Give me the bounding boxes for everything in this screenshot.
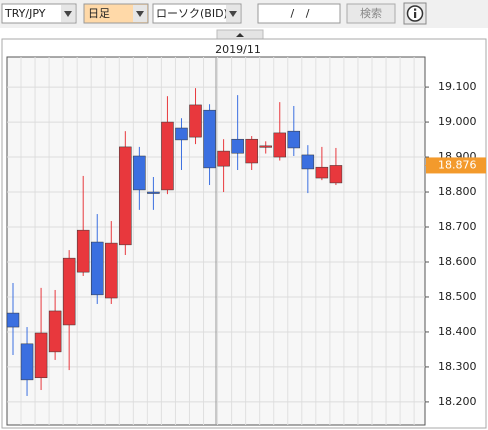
current-price-label: 18.876 — [438, 158, 477, 171]
date-text: / / — [291, 7, 310, 20]
candle-body — [175, 127, 188, 141]
candle-body — [105, 242, 118, 299]
candle-body — [62, 257, 76, 326]
period-label: 2019/11 — [215, 43, 261, 56]
y-tick-label: 18.400 — [438, 325, 477, 338]
candle-body — [245, 138, 258, 164]
style-select[interactable]: ローソク(BID) — [152, 3, 242, 24]
candle-body — [315, 166, 329, 179]
candle-body — [301, 154, 315, 170]
date-input[interactable]: / / — [257, 3, 341, 24]
period-select[interactable]: 日足 — [83, 3, 149, 24]
y-tick-label: 18.500 — [438, 290, 477, 303]
candle-body — [203, 109, 216, 169]
candle-body — [20, 343, 34, 381]
symbol-select[interactable]: TRY/JPY — [1, 3, 77, 24]
candle-body — [217, 150, 230, 167]
candle-body — [231, 138, 244, 154]
search-text: 検索 — [360, 6, 382, 20]
candle-body — [48, 310, 62, 353]
candle-body — [329, 165, 343, 184]
candle-body — [147, 191, 160, 194]
candle-body — [259, 145, 272, 148]
y-tick-label: 18.700 — [438, 220, 477, 233]
y-tick-label: 18.300 — [438, 360, 477, 373]
period-text: 日足 — [88, 7, 110, 20]
candle-body — [90, 241, 104, 296]
candle-body — [189, 104, 202, 138]
info-button[interactable] — [403, 2, 427, 25]
search-button[interactable]: 検索 — [346, 3, 396, 24]
y-tick-label: 18.600 — [438, 255, 477, 268]
y-tick-label: 18.200 — [438, 395, 477, 408]
candle-body — [6, 312, 20, 328]
current-price-tag — [426, 157, 486, 174]
candle-body — [76, 229, 90, 273]
candle-body — [34, 332, 48, 379]
candle-body — [133, 155, 146, 191]
style-text: ローソク(BID) — [156, 7, 228, 20]
candle-body — [119, 146, 132, 246]
symbol-text: TRY/JPY — [4, 7, 46, 20]
candle-body — [273, 132, 287, 158]
candle-body — [287, 130, 301, 149]
collapse-arrow — [236, 33, 244, 37]
y-tick-label: 18.800 — [438, 185, 477, 198]
y-tick-label: 19.000 — [438, 115, 477, 128]
y-tick-label: 19.100 — [438, 80, 477, 93]
candle-body — [161, 121, 174, 191]
